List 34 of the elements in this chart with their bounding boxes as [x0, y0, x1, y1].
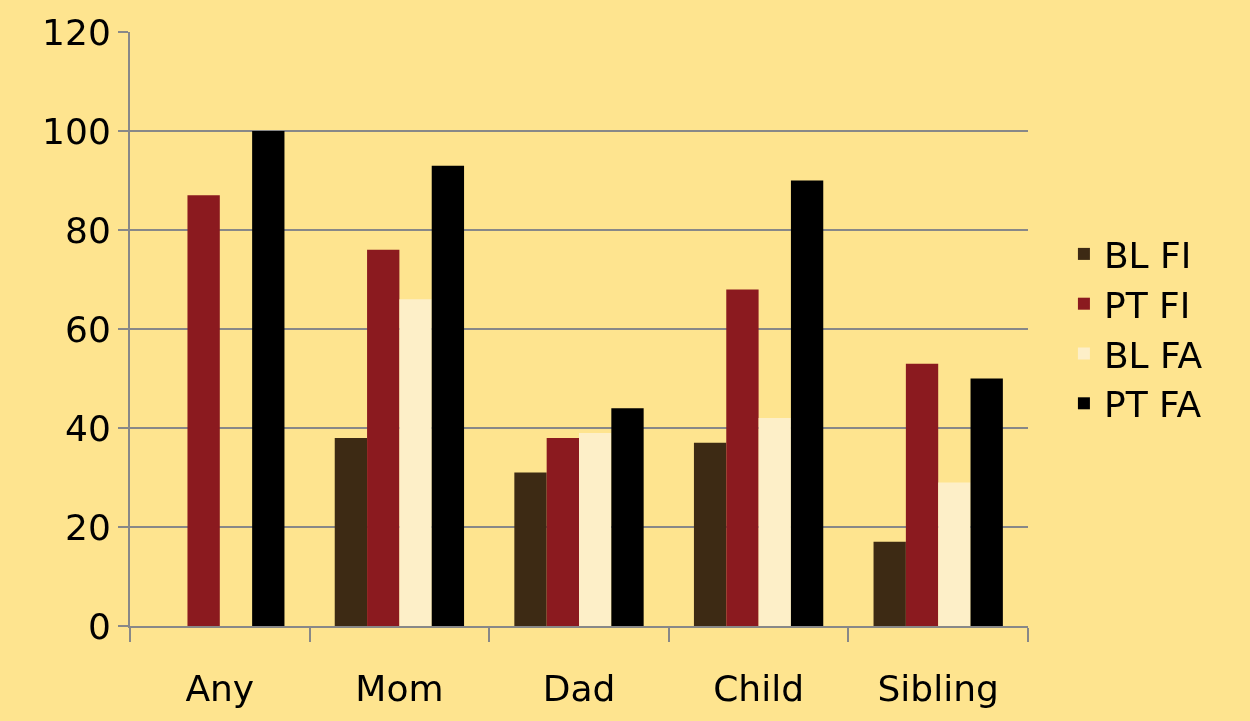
- bar: [970, 378, 1003, 626]
- bar: [431, 165, 465, 626]
- legend-label: PT FI: [1103, 284, 1191, 326]
- bar: [334, 437, 368, 626]
- bar: [579, 432, 612, 626]
- x-tick-label: Dad: [542, 668, 616, 710]
- y-tick-label: 80: [64, 209, 111, 251]
- y-tick-label: 100: [42, 110, 111, 152]
- bar: [252, 131, 285, 626]
- y-tick-label: 120: [42, 11, 111, 53]
- bar: [726, 289, 759, 626]
- x-tick-label: Child: [713, 668, 805, 710]
- bar: [790, 180, 824, 626]
- y-tick-label: 60: [64, 308, 111, 350]
- y-tick-label: 20: [64, 506, 111, 548]
- bar: [611, 408, 644, 626]
- bar: [693, 442, 727, 626]
- x-tick-label: Any: [185, 668, 255, 710]
- x-tick-label: Sibling: [877, 668, 999, 710]
- bar: [938, 482, 971, 626]
- y-tick-label: 40: [64, 407, 111, 449]
- bar: [873, 541, 906, 626]
- bar: [905, 363, 939, 626]
- legend-label: BL FI: [1103, 234, 1192, 276]
- bar: [758, 418, 791, 626]
- bar: [187, 195, 220, 626]
- legend-label: PT FA: [1103, 384, 1202, 426]
- x-tick-label: Mom: [355, 668, 444, 710]
- bar: [546, 437, 579, 626]
- y-tick-label: 0: [87, 605, 111, 647]
- bar: [514, 472, 547, 626]
- legend-label: BL FA: [1103, 334, 1203, 376]
- bar: [367, 249, 400, 626]
- bar: [399, 299, 432, 626]
